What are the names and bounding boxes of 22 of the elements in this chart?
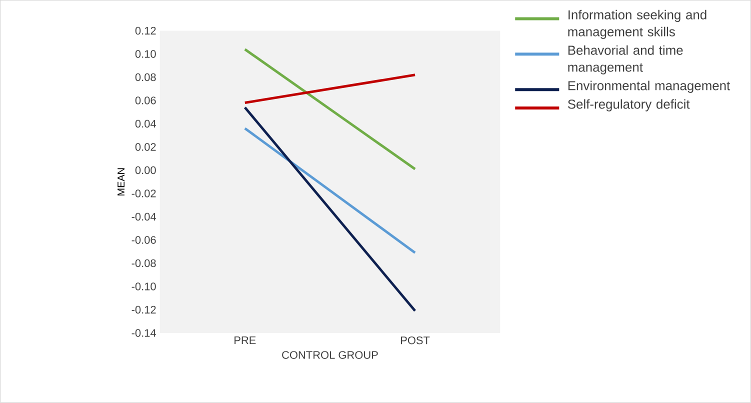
legend-label: Self-regulatory deficit <box>568 99 690 112</box>
y-tick-label: 0.02 <box>135 143 156 151</box>
y-tick-label: -0.08 <box>132 259 156 268</box>
y-tick-label: 0.12 <box>135 26 156 35</box>
y-tick-label: 0.04 <box>135 120 156 128</box>
legend-label: Environmental management <box>568 80 730 93</box>
x-axis-title: CONTROL GROUP <box>282 351 378 359</box>
y-tick-label: -0.12 <box>132 306 156 314</box>
legend-label: Information seeking and management skills <box>568 10 706 40</box>
y-tick-label: -0.14 <box>132 329 156 337</box>
y-tick-label: -0.10 <box>132 282 156 290</box>
y-tick-label: 0.08 <box>135 73 156 82</box>
y-tick-label: 0.00 <box>135 166 156 174</box>
legend-label: Behavorial and time management <box>568 45 683 74</box>
y-tick-label: -0.04 <box>132 212 156 221</box>
y-axis-title: MEAN <box>118 168 124 196</box>
y-tick-label: -0.02 <box>132 190 156 198</box>
y-tick-label: 0.10 <box>135 50 156 58</box>
y-tick-label: 0.06 <box>135 96 156 104</box>
y-tick-label: -0.06 <box>132 236 156 244</box>
x-tick-label: POST <box>401 336 430 344</box>
x-tick-label: PRE <box>234 336 256 344</box>
